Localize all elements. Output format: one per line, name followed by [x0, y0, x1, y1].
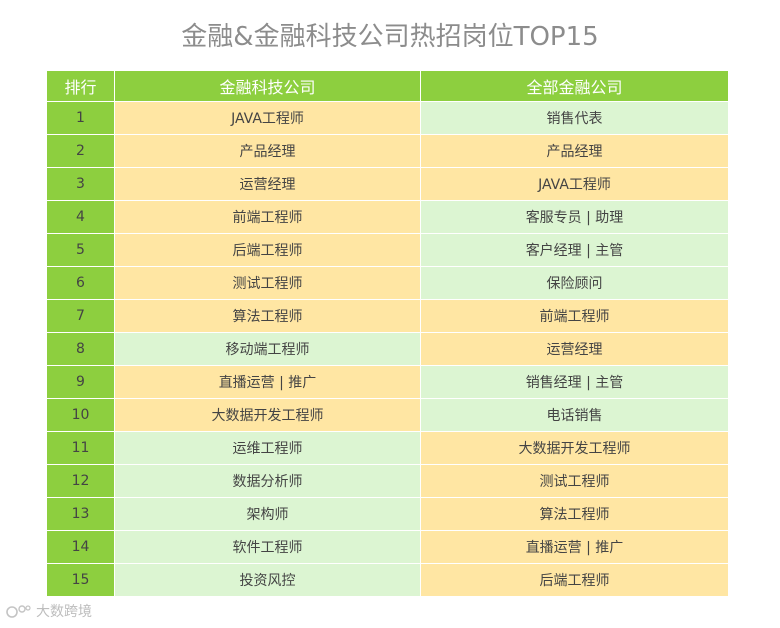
all-finance-job-cell: 客服专员 | 助理: [420, 201, 728, 233]
fintech-job-cell: 前端工程师: [114, 201, 420, 233]
table-row: 3 运营经理 JAVA工程师: [47, 168, 728, 201]
ranking-table: 排行 金融科技公司 全部金融公司 1 JAVA工程师 销售代表 2 产品经理 产品经理 3 运…: [47, 71, 728, 597]
rank-cell: 3: [47, 168, 114, 200]
fintech-job-cell: 移动端工程师: [114, 333, 420, 365]
fintech-job-cell: 大数据开发工程师: [114, 399, 420, 431]
table-row: 13 架构师 算法工程师: [47, 498, 728, 531]
all-finance-job-cell: 算法工程师: [420, 498, 728, 530]
rank-cell: 11: [47, 432, 114, 464]
table-body: 1 JAVA工程师 销售代表 2 产品经理 产品经理 3 运营经理 JAVA工程师 4 前端工程师客…: [47, 102, 728, 597]
table-header-row: 排行 金融科技公司 全部金融公司: [47, 71, 728, 102]
rank-cell: 6: [47, 267, 114, 299]
fintech-job-cell: 数据分析师: [114, 465, 420, 497]
fintech-job-cell: 软件工程师: [114, 531, 420, 563]
rank-cell: 14: [47, 531, 114, 563]
fintech-job-cell: 运维工程师: [114, 432, 420, 464]
fintech-job-cell: 产品经理: [114, 135, 420, 167]
rank-cell: 13: [47, 498, 114, 530]
table-row: 6 测试工程师 保险顾问: [47, 267, 728, 300]
watermark-text: 大数跨境: [36, 604, 92, 620]
table-row: 15 投资风控 后端工程师: [47, 564, 728, 597]
table-row: 5 后端工程师 客户经理 | 主管: [47, 234, 728, 267]
fintech-job-cell: 架构师: [114, 498, 420, 530]
rank-cell: 2: [47, 135, 114, 167]
fintech-job-cell: 算法工程师: [114, 300, 420, 332]
all-finance-job-cell: 客户经理 | 主管: [420, 234, 728, 266]
table-row: 9 直播运营 | 推广 销售经理 | 主管: [47, 366, 728, 399]
fintech-job-cell: 测试工程师: [114, 267, 420, 299]
rank-cell: 15: [47, 564, 114, 596]
rank-cell: 10: [47, 399, 114, 431]
all-finance-job-cell: 后端工程师: [420, 564, 728, 596]
rank-cell: 7: [47, 300, 114, 332]
table-row: 14 软件工程师 直播运营 | 推广: [47, 531, 728, 564]
all-finance-job-cell: 前端工程师: [420, 300, 728, 332]
fintech-job-cell: 直播运营 | 推广: [114, 366, 420, 398]
table-row: 12 数据分析师 测试工程师: [47, 465, 728, 498]
table-row: 2 产品经理 产品经理: [47, 135, 728, 168]
rank-cell: 4: [47, 201, 114, 233]
rank-cell: 8: [47, 333, 114, 365]
fintech-job-cell: 运营经理: [114, 168, 420, 200]
header-rank: 排行: [47, 71, 114, 101]
all-finance-job-cell: 测试工程师: [420, 465, 728, 497]
table-row: 4 前端工程师 客服专员 | 助理: [47, 201, 728, 234]
all-finance-job-cell: 销售代表: [420, 102, 728, 134]
all-finance-job-cell: 直播运营 | 推广: [420, 531, 728, 563]
all-finance-job-cell: 销售经理 | 主管: [420, 366, 728, 398]
all-finance-job-cell: 产品经理: [420, 135, 728, 167]
all-finance-job-cell: 大数据开发工程师: [420, 432, 728, 464]
watermark: 大数跨境: [6, 601, 92, 621]
rank-cell: 12: [47, 465, 114, 497]
rank-cell: 9: [47, 366, 114, 398]
header-fintech: 金融科技公司: [114, 71, 420, 101]
all-finance-job-cell: 保险顾问: [420, 267, 728, 299]
rank-cell: 1: [47, 102, 114, 134]
fintech-job-cell: 投资风控: [114, 564, 420, 596]
all-finance-job-cell: 电话销售: [420, 399, 728, 431]
header-all-finance: 全部金融公司: [420, 71, 728, 101]
table-row: 7 算法工程师 前端工程师: [47, 300, 728, 333]
brand-logo-icon: [6, 603, 32, 619]
table-row: 11 运维工程师 大数据开发工程师: [47, 432, 728, 465]
page-title: 金融&金融科技公司热招岗位TOP15: [181, 22, 599, 52]
all-finance-job-cell: 运营经理: [420, 333, 728, 365]
rank-cell: 5: [47, 234, 114, 266]
table-row: 1 JAVA工程师 销售代表: [47, 102, 728, 135]
all-finance-job-cell: JAVA工程师: [420, 168, 728, 200]
table-row: 8 移动端工程师 运营经理: [47, 333, 728, 366]
fintech-job-cell: JAVA工程师: [114, 102, 420, 134]
fintech-job-cell: 后端工程师: [114, 234, 420, 266]
table-row: 10 大数据开发工程师 电话销售: [47, 399, 728, 432]
